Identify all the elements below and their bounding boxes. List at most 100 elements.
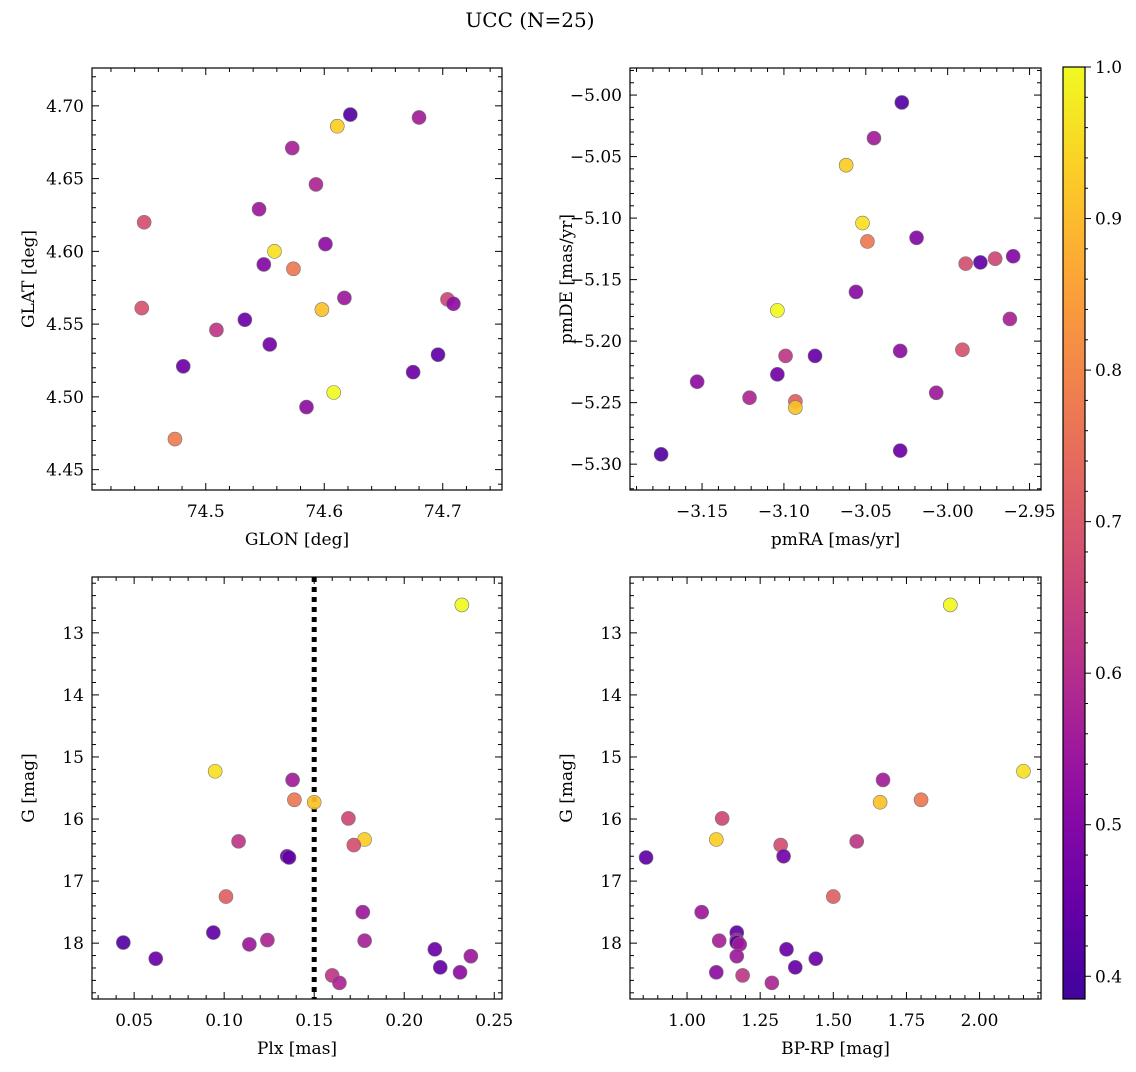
x-axis-label: Plx [mas] [257,1039,337,1059]
colorbar-tick-label: 0.4 [1095,967,1122,987]
data-point [308,177,324,192]
y-tick-label: 4.55 [46,315,84,335]
data-point [653,447,669,462]
data-point [167,431,183,447]
colorbar-tick-label: 0.9 [1095,210,1122,230]
y-tick-label: −5.25 [570,394,622,414]
data-point [872,794,888,810]
y-tick-label: 4.65 [46,170,84,190]
data-point [314,302,330,317]
x-axis-label: pmRA [mas/yr] [771,530,900,550]
data-point [329,118,345,134]
y-tick-label: 16 [62,810,84,830]
data-point [892,443,908,458]
x-tick-label: 0.05 [115,1011,153,1031]
data-point [913,792,929,808]
colorbar-tick-label: 0.5 [1095,816,1122,836]
data-point [838,157,854,173]
y-tick-label: 13 [62,624,84,644]
y-tick-label: −5.05 [570,148,622,168]
data-point [711,933,727,948]
data-point [955,342,970,358]
y-axis-label: G [mag] [19,753,39,822]
y-tick-label: 17 [62,872,84,892]
data-point [770,367,785,382]
data-point [405,364,421,380]
data-point [209,322,224,338]
data-point [714,811,730,826]
data-point [267,244,282,259]
data-point [256,257,272,272]
data-point [855,215,870,231]
data-point [764,975,780,991]
colorbar-tick-label: 0.7 [1095,513,1122,533]
x-axis-label: GLON [deg] [245,530,349,550]
x-tick-label: 1.25 [741,1011,779,1031]
data-point [848,284,864,300]
data-point [958,256,973,271]
data-point [694,904,709,920]
data-point [943,597,958,613]
panels: 74.5 74.6 74.7 4.45 4.50 4.55 4.60 4.65 4.70 GLON… [19,67,1056,1059]
data-point [778,348,793,364]
data-point [866,130,882,146]
data-point [928,385,944,401]
data-point [807,348,823,364]
x-tick-label: 1.50 [814,1011,852,1031]
x-tick-label: −3.05 [840,502,892,522]
data-point [427,942,443,957]
figure-title: UCC (N=25) [465,8,594,32]
data-point [206,925,221,940]
data-point [286,261,301,277]
data-point [284,140,300,156]
data-point [251,201,267,217]
y-tick-label: 4.70 [46,97,84,117]
data-point [849,834,865,849]
x-tick-label: −3.15 [676,502,728,522]
data-point [892,343,908,359]
data-point [281,850,297,865]
y-tick-label: −5.15 [570,271,622,291]
data-point [260,932,275,948]
data-point [343,107,358,122]
x-tick-label: 1.75 [888,1011,926,1031]
panel-1: 74.5 74.6 74.7 4.45 4.50 4.55 4.60 4.65 4.70 GLON… [19,67,503,550]
data-point [894,95,910,110]
data-point [357,933,372,948]
data-point [463,948,479,964]
y-tick-label: 14 [62,686,84,706]
x-axis-label: BP-RP [mag] [781,1039,890,1059]
data-point [136,214,152,230]
y-axis-label: G [mag] [557,753,577,822]
x-tick-label: 1.00 [668,1011,706,1031]
x-tick-label: 0.20 [385,1011,423,1031]
data-point [337,290,352,306]
data-point [987,251,1003,266]
data-point [116,935,131,950]
panel-2: −3.15 −3.10 −3.05 −3.00 −2.95 −5.30 −5.25 −5.20… [557,67,1056,550]
data-point [332,975,347,991]
data-point [742,390,757,406]
x-tick-label: 0.25 [475,1011,513,1031]
colorbar: 0.4 0.5 0.6 0.7 0.8 0.9 1.0 [1062,58,1122,1000]
data-point [326,385,342,400]
y-tick-label: −5.20 [570,332,622,352]
data-point [779,942,794,957]
data-point [638,850,654,865]
data-point [875,772,891,788]
data-point [318,236,333,252]
y-tick-label: 4.50 [46,388,84,408]
data-point [708,965,724,980]
data-point [175,359,191,374]
x-tick-label: 2.00 [961,1011,999,1031]
panel-3: 0.05 0.10 0.15 0.20 0.25 13 14 15 16 17 18 Plx [mas… [19,576,513,1059]
data-point [689,374,705,390]
data-point [776,848,791,864]
plot-frame [91,67,503,491]
data-point [430,347,446,362]
data-point [346,837,362,853]
data-point [355,904,371,920]
data-point [860,234,875,249]
data-point [770,303,785,318]
